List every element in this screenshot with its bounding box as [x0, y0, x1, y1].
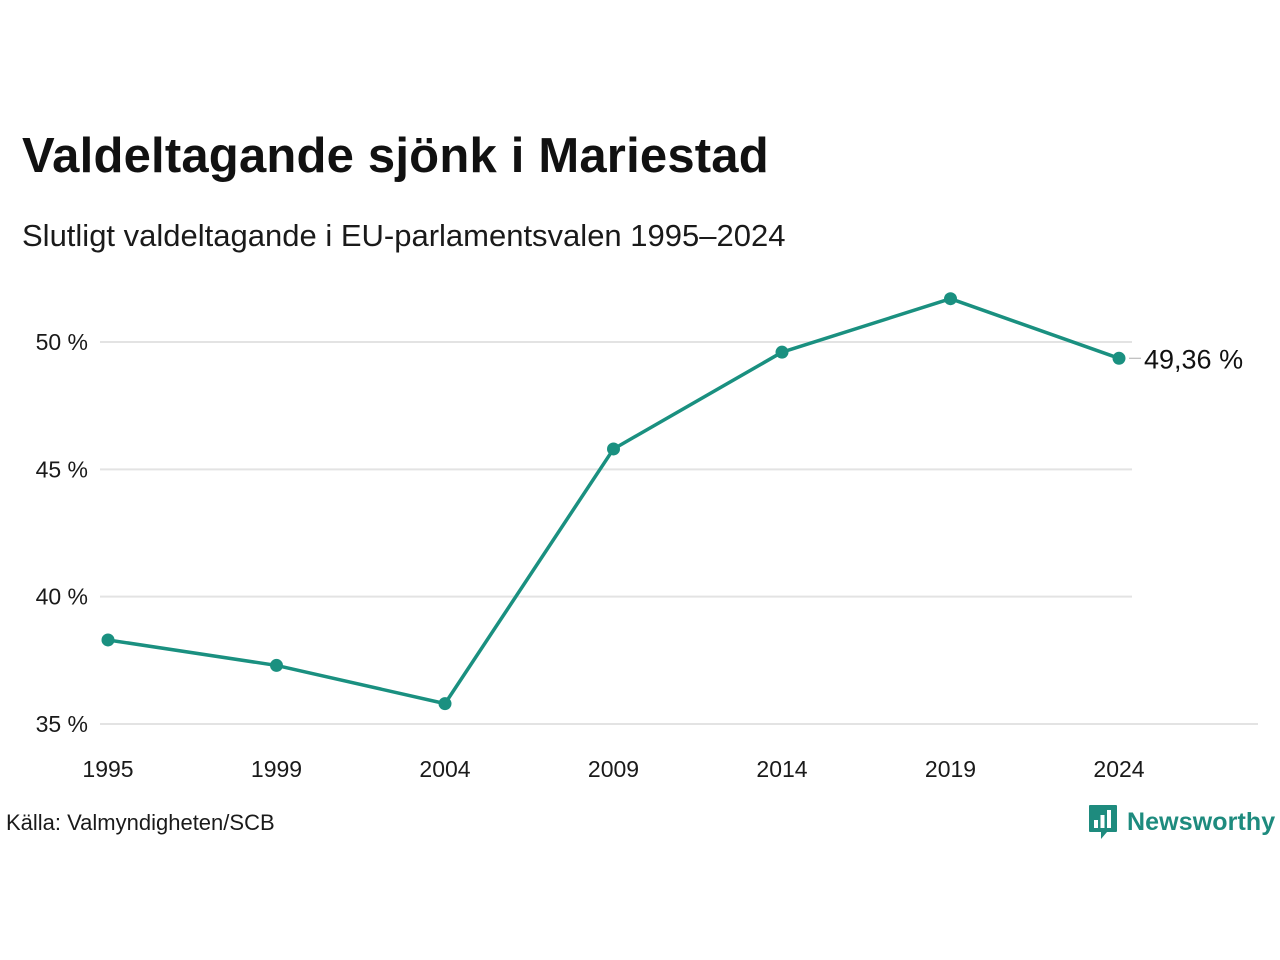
y-tick-label: 35 % — [36, 711, 88, 737]
data-points — [101, 292, 1126, 711]
chart-title: Valdeltagande sjönk i Mariestad — [22, 129, 769, 183]
x-tick-label: 1995 — [82, 756, 133, 782]
x-tick-label: 2024 — [1093, 756, 1144, 782]
data-point-2004 — [438, 697, 452, 711]
x-tick-label: 1999 — [251, 756, 302, 782]
data-point-2024 — [1112, 351, 1126, 365]
chart-subtitle: Slutligt valdeltagande i EU-parlamentsva… — [22, 218, 786, 253]
grid-lines — [100, 341, 1258, 725]
series-line-group — [106, 296, 1121, 706]
source-note: Källa: Valmyndigheten/SCB — [6, 810, 275, 835]
brand-name: Newsworthy — [1127, 807, 1276, 836]
y-tick-label: 40 % — [36, 584, 88, 610]
end-value-label: 49,36 % — [1144, 344, 1243, 374]
data-point-2009 — [607, 442, 620, 456]
brand-logo: Newsworthy — [1088, 804, 1275, 840]
data-point-2019 — [944, 292, 957, 306]
data-point-1995 — [101, 633, 115, 647]
x-axis-ticks: 1995 1999 2004 2009 2014 2019 2024 — [82, 756, 1144, 782]
y-axis-ticks: 35 % 40 % 45 % 50 % — [36, 329, 88, 737]
x-tick-label: 2019 — [925, 756, 976, 782]
x-tick-label: 2014 — [756, 756, 807, 782]
series-line — [106, 296, 1121, 706]
x-tick-label: 2009 — [588, 756, 639, 782]
end-label-group: 49,36 % — [1129, 344, 1243, 374]
x-tick-label: 2004 — [419, 756, 470, 782]
data-point-2014 — [775, 345, 789, 359]
y-tick-label: 50 % — [36, 329, 88, 355]
newsworthy-bar-chart-icon — [1089, 805, 1117, 839]
data-point-1999 — [270, 658, 283, 672]
y-tick-label: 45 % — [36, 456, 88, 482]
